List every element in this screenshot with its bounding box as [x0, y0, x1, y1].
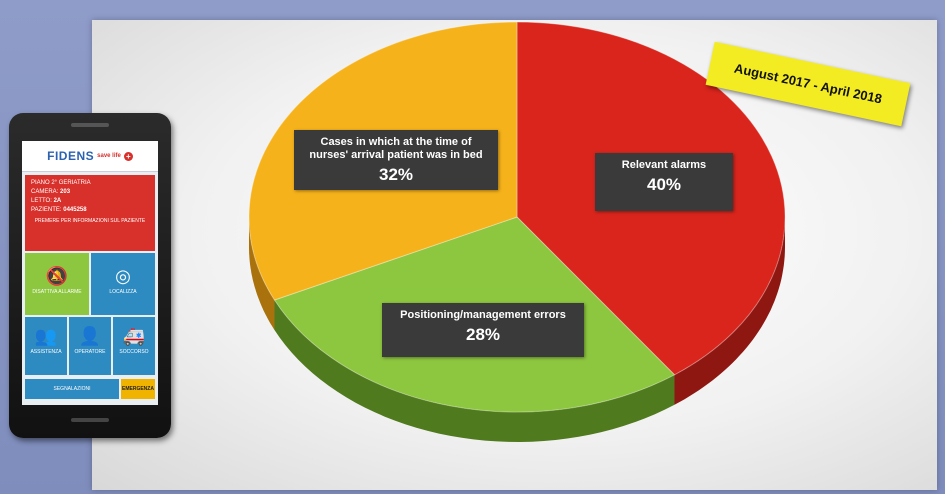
pie-slice-side: [674, 217, 785, 405]
slice-pct-positioning-errors: 28%: [465, 325, 501, 344]
cross-icon: +: [123, 151, 133, 161]
target-icon: ◎: [115, 266, 131, 286]
patient-label: PAZIENTE:: [31, 207, 62, 213]
slice-label-patient-in-bed: Cases in which at the time of nurses' ar…: [309, 136, 483, 161]
assistance-tile[interactable]: 👥 ASSISTENZA: [25, 317, 67, 375]
patient-value: 0445258: [63, 207, 87, 213]
bed-label: LETTO:: [31, 198, 52, 204]
disable-alarm-tile[interactable]: 🔕 DISATTIVA ALLARME: [25, 253, 89, 315]
tile-label: SOCCORSO: [119, 349, 149, 355]
patient-note: PREMERE PER INFORMAZIONI SUL PAZIENTE: [34, 218, 146, 224]
pie-slice-side: [249, 217, 275, 330]
room-label: CAMERA:: [31, 189, 59, 195]
people-icon: 👥: [34, 326, 58, 346]
phone-speaker: [71, 123, 109, 127]
tile-label: DISATTIVA ALLARME: [32, 289, 82, 295]
ambulance-icon: 🚑: [122, 326, 146, 346]
slice-label-positioning-errors: Positioning/management errors: [400, 309, 566, 321]
app-header: FIDENS save life +: [22, 141, 158, 172]
reports-button[interactable]: SEGNALAZIONI: [25, 379, 119, 399]
emergency-button[interactable]: EMERGENZA: [121, 379, 155, 399]
tile-label: ASSISTENZA: [30, 349, 62, 355]
tile-label: OPERATORE: [74, 349, 106, 355]
label-positioning-errors: Positioning/management errors 28%: [382, 303, 584, 357]
app-logo-tagline: save life: [97, 153, 121, 159]
patient-card[interactable]: PIANO 2° GERIATRIA CAMERA: 203 LETTO: 2A…: [25, 175, 155, 251]
ward-text: PIANO 2° GERIATRIA: [31, 180, 91, 186]
bed-value: 2A: [53, 198, 62, 204]
slice-label-relevant-alarms: Relevant alarms: [621, 159, 707, 171]
room-row: CAMERA: 203: [31, 188, 149, 197]
person-icon: 👤: [78, 326, 102, 346]
slice-pct-relevant-alarms: 40%: [646, 175, 682, 194]
smartphone: FIDENS save life + PIANO 2° GERIATRIA CA…: [9, 113, 171, 438]
locate-tile[interactable]: ◎ LOCALIZZA: [91, 253, 155, 315]
app-logo: FIDENS: [47, 149, 95, 163]
label-patient-in-bed: Cases in which at the time of nurses' ar…: [294, 130, 498, 190]
bed-row: LETTO: 2A: [31, 197, 149, 206]
slice-pct-patient-in-bed: 32%: [378, 165, 414, 184]
bell-off-icon: 🔕: [45, 266, 69, 286]
label-relevant-alarms: Relevant alarms 40%: [595, 153, 733, 211]
phone-home-bar: [71, 418, 109, 422]
phone-screen: FIDENS save life + PIANO 2° GERIATRIA CA…: [22, 141, 158, 405]
pie-slice-side: [274, 300, 675, 442]
rescue-tile[interactable]: 🚑 SOCCORSO: [113, 317, 155, 375]
operator-tile[interactable]: 👤 OPERATORE: [69, 317, 111, 375]
room-value: 203: [60, 189, 71, 195]
tile-label: LOCALIZZA: [109, 289, 137, 295]
patient-row: PAZIENTE: 0445258: [31, 206, 149, 215]
